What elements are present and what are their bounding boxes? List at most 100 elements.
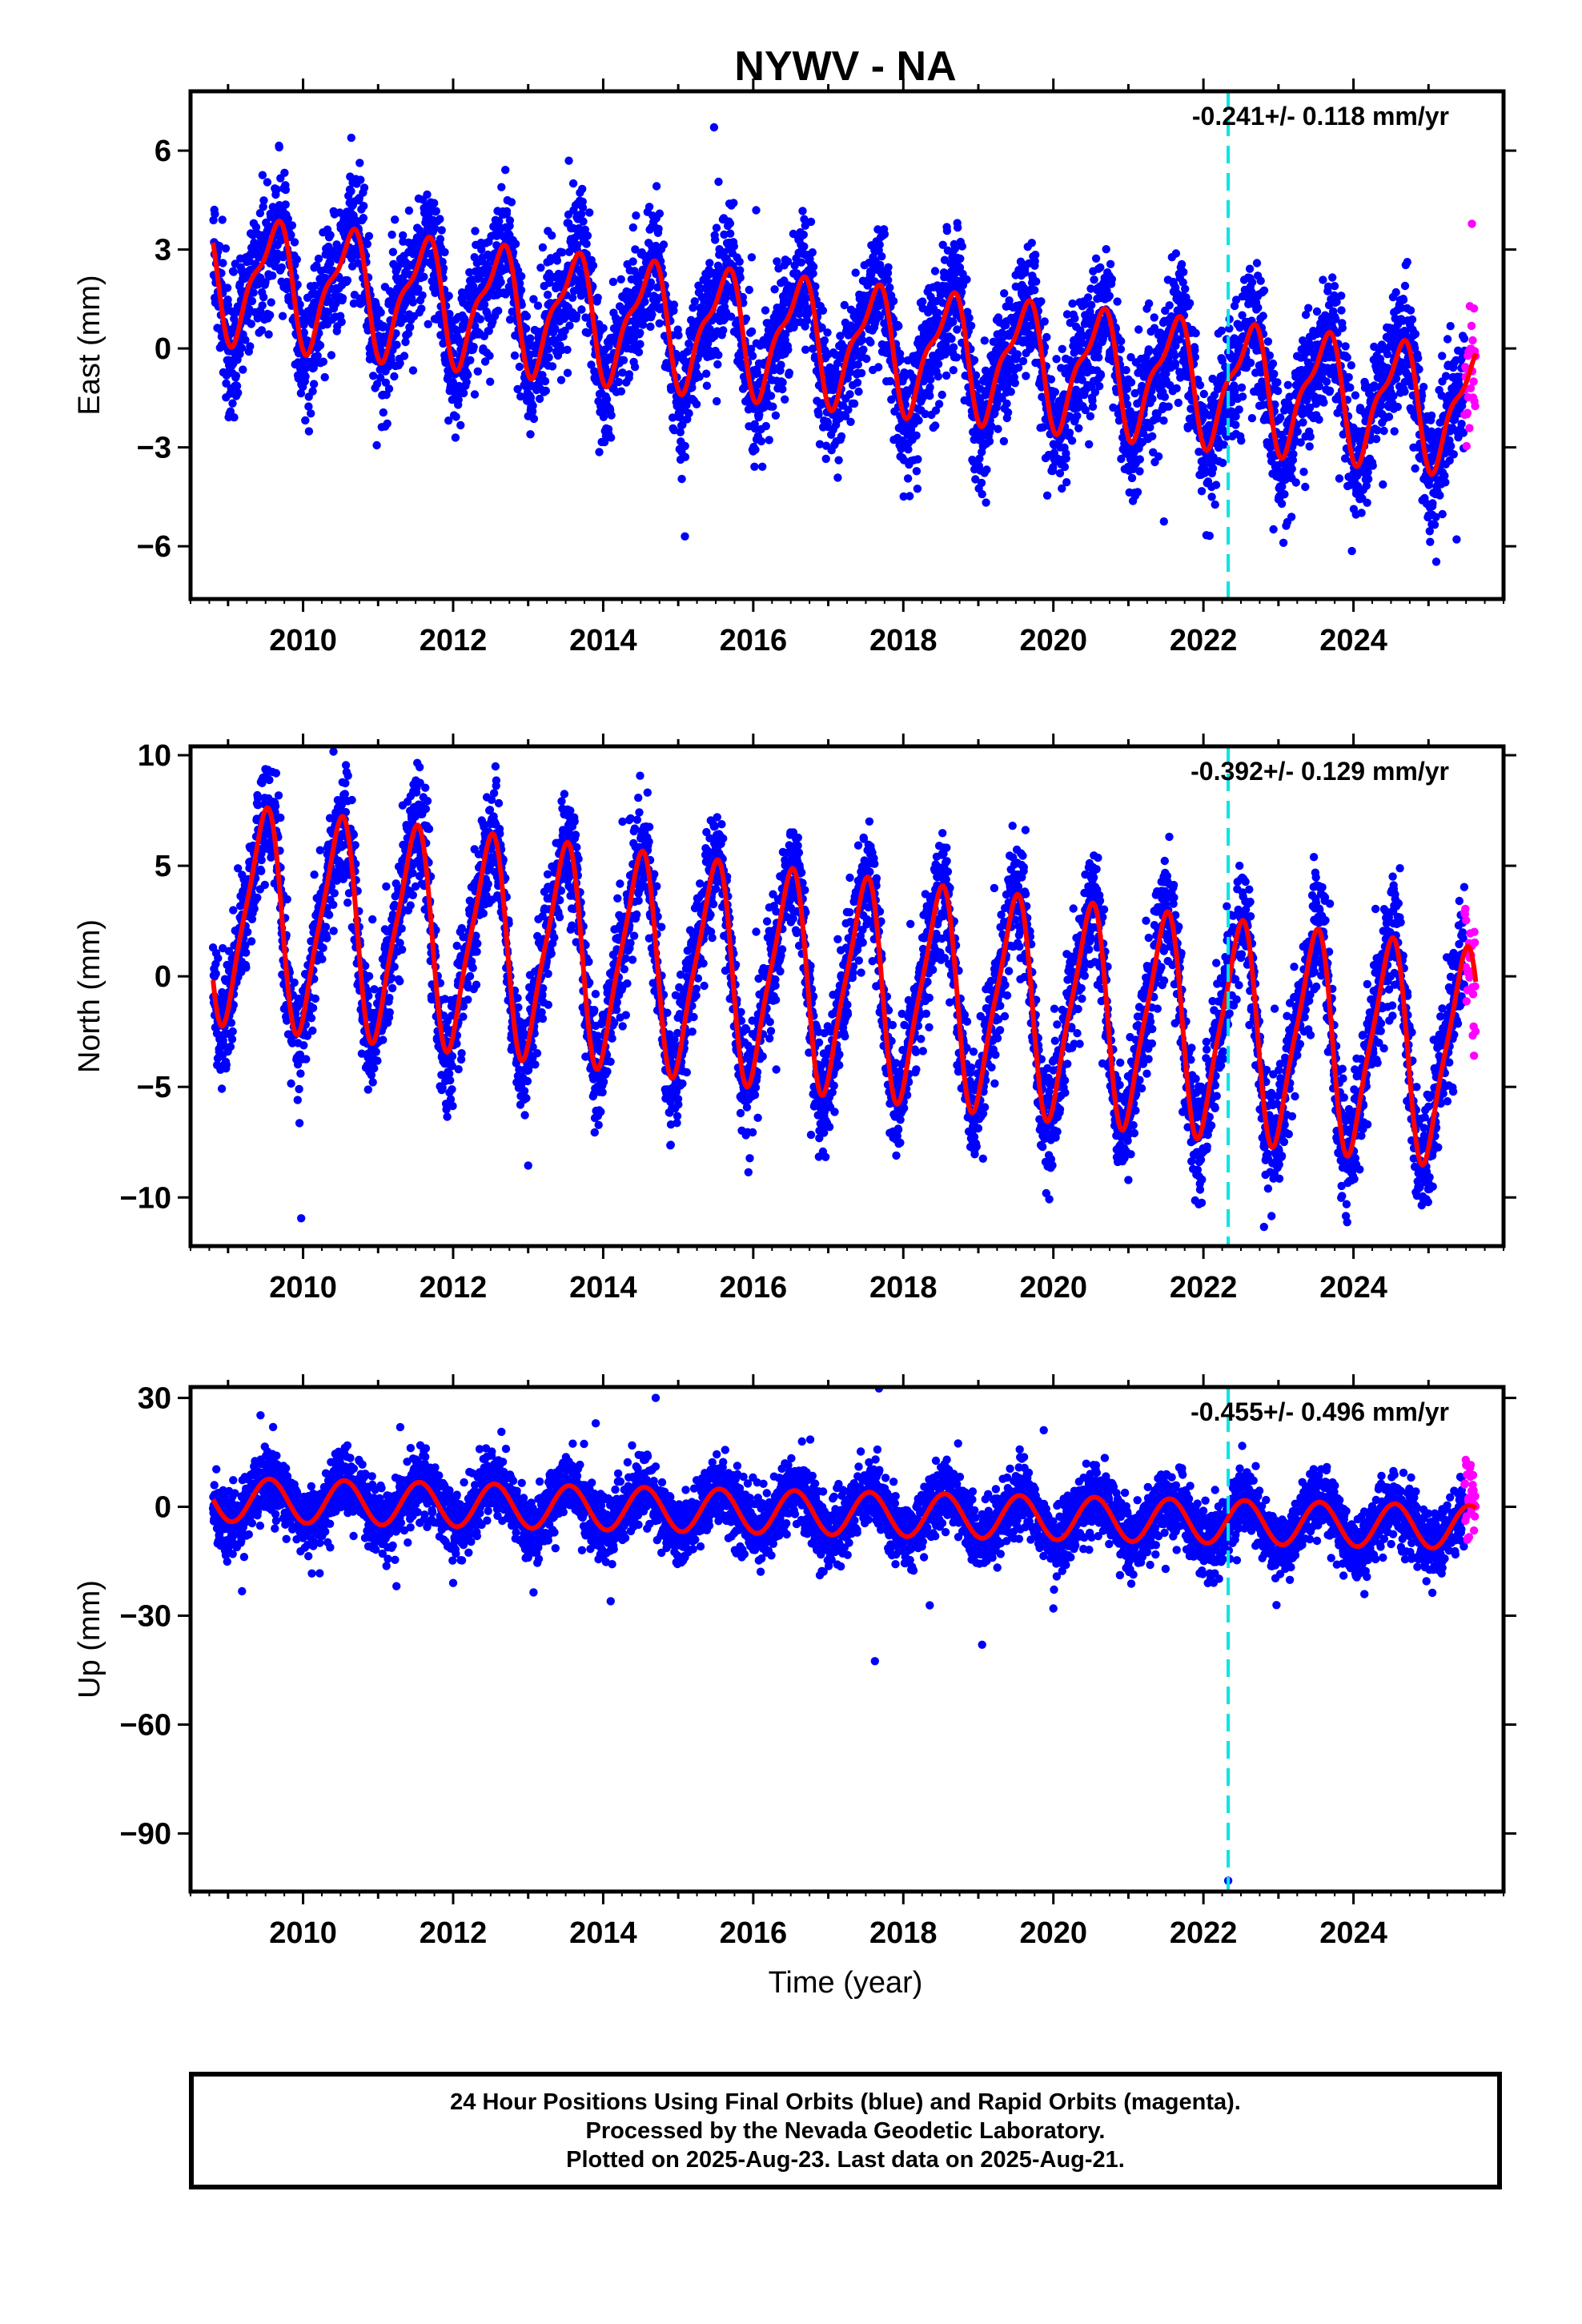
final-orbit-point [712,223,721,232]
final-orbit-point [681,441,689,451]
final-orbit-point [1013,350,1022,359]
final-orbit-point [258,301,267,310]
final-orbit-point [800,242,809,251]
final-orbit-point [853,360,863,369]
final-orbit-point [522,312,532,321]
final-orbit-point [607,411,616,420]
final-orbit-point [674,331,683,340]
final-orbit-point [310,281,319,291]
final-orbit-point [337,317,346,327]
final-orbit-point [1095,382,1104,391]
final-orbit-point [436,235,445,243]
final-orbit-point [1083,293,1093,302]
final-orbit-point [277,263,286,272]
final-orbit-point [356,175,365,184]
final-orbit-point [866,338,875,347]
final-orbit-point [947,334,956,344]
final-orbit-point [287,221,297,230]
final-orbit-point [423,190,432,199]
final-orbit-point [1087,300,1096,310]
final-orbit-point [424,320,432,328]
final-orbit-point [313,352,322,360]
final-orbit-point [1179,267,1188,276]
final-orbit-point [1106,259,1115,268]
final-orbit-point [516,286,526,295]
final-orbit-point [275,201,284,210]
final-orbit-point [714,177,723,187]
final-orbit-point [884,263,893,271]
final-orbit-point [748,352,757,360]
final-orbit-point [854,387,863,396]
final-orbit-point [338,294,347,303]
final-orbit-point [563,345,572,354]
final-orbit-point [230,413,239,422]
final-orbit-point [1263,337,1273,346]
final-orbit-point [1046,375,1056,384]
final-orbit-point [896,355,905,364]
final-orbit-point [543,290,552,300]
final-orbit-point [1235,405,1243,414]
final-orbit-point [806,217,816,227]
final-orbit-point [1052,355,1061,364]
final-orbit-point [1170,359,1180,368]
final-orbit-point [1067,436,1077,445]
final-orbit-point [1144,299,1154,308]
final-orbit-point [1277,499,1287,509]
final-orbit-point [355,159,364,167]
panels-group: 2010 2012 2014 2016 2018 2020 2022 2024630−3−6E… [73,78,1516,1950]
final-orbit-point [464,371,472,380]
final-orbit-point [949,366,958,375]
final-orbit-point [1159,517,1169,526]
final-orbit-point [785,368,793,377]
final-orbit-point [757,436,766,446]
final-orbit-point [223,300,232,309]
final-orbit-point [1006,388,1015,396]
final-orbit-point [809,262,818,271]
final-orbit-point [343,275,352,285]
final-orbit-point [544,353,553,362]
final-orbit-point [476,315,485,324]
final-orbit-point [747,253,757,262]
final-orbit-point [1247,414,1257,423]
final-orbit-point [833,473,842,482]
final-orbit-point [1312,307,1322,316]
final-orbit-point [517,271,526,281]
final-orbit-point [593,293,602,302]
final-orbit-point [278,312,287,320]
figure-title: NYWV - NA [734,43,956,90]
final-orbit-point [616,275,625,283]
final-orbit-point [259,196,268,205]
final-orbit-point [934,360,943,368]
final-orbit-point [1177,259,1186,269]
final-orbit-point [681,452,690,461]
final-orbit-point [1319,398,1328,407]
final-orbit-point [1237,436,1246,445]
final-orbit-point [1315,415,1323,424]
final-orbit-point [221,244,231,253]
final-orbit-point [363,239,371,248]
final-orbit-point [1003,408,1013,417]
final-orbit-point [1058,344,1067,353]
final-orbit-point [1062,454,1070,463]
final-orbit-point [473,367,482,376]
final-orbit-point [293,280,302,289]
final-orbit-point [705,259,714,267]
final-orbit-point [1306,432,1315,441]
final-orbit-point [926,392,934,400]
final-orbit-point [471,227,480,235]
final-orbit-point [1299,418,1307,427]
final-orbit-point [247,320,255,328]
final-orbit-point [1165,301,1174,310]
final-orbit-point [889,296,898,306]
final-orbit-point [1135,467,1144,476]
final-orbit-point [934,400,944,408]
final-orbit-point [404,206,414,215]
final-orbit-point [1102,245,1110,254]
final-orbit-point [1299,468,1308,476]
final-orbit-point [548,362,557,371]
final-orbit-point [1154,452,1163,461]
final-orbit-point [1205,531,1215,541]
final-orbit-point [1256,276,1265,285]
final-orbit-point [497,183,506,191]
final-orbit-point [544,344,553,353]
